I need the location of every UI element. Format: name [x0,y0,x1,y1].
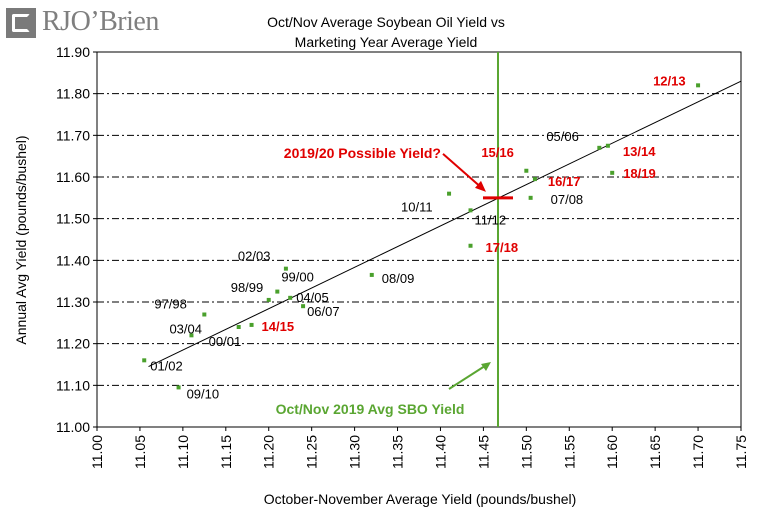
point-label: 16/17 [548,174,581,189]
x-tick-label: 11.60 [604,435,620,469]
y-tick-label: 11.20 [56,336,90,352]
data-point [249,322,254,327]
point-label: 14/15 [262,319,295,334]
chart-title-line2: Marketing Year Average Yield [295,34,478,50]
point-label: 06/07 [307,304,340,319]
data-point [369,272,374,277]
x-tick-label: 11.10 [175,435,191,469]
x-tick-label: 11.55 [561,435,577,469]
x-tick-label: 11.20 [261,435,277,469]
point-label: 10/11 [401,200,433,215]
x-tick-label: 11.50 [518,435,534,469]
point-label: 04/05 [296,290,329,305]
data-point [610,170,615,175]
possible-yield-arrow-line [442,153,485,191]
point-label: 12/13 [653,73,686,88]
data-point [176,385,181,390]
point-label: 09/10 [187,386,220,401]
x-tick-label: 11.15 [218,435,234,469]
plot-area [96,51,742,428]
data-point [524,168,529,173]
oct-nov-2019-label: Oct/Nov 2019 Avg SBO Yield [276,401,465,417]
point-label: 13/14 [623,144,656,159]
x-tick-label: 11.00 [89,435,105,469]
x-tick-label: 11.70 [690,435,706,469]
data-point [266,297,271,302]
point-label: 17/18 [486,240,519,255]
data-point [275,289,280,294]
point-label: 07/08 [551,192,584,207]
data-point [447,191,452,196]
y-tick-label: 11.50 [56,211,90,227]
x-tick-label: 11.75 [733,435,749,469]
data-point [468,208,473,213]
data-point [605,143,610,148]
data-point [532,177,537,182]
vertical-marker-arrow-line [448,363,489,390]
y-tick-label: 11.60 [56,169,90,185]
point-label: 97/98 [154,297,187,312]
x-axis-label: October-November Average Yield (pounds/b… [264,491,577,507]
y-tick-label: 11.00 [56,419,90,435]
point-label: 11/12 [475,212,507,227]
point-label: 99/00 [281,270,314,285]
company-logo: RJO’Brien [6,6,159,44]
data-point [301,304,306,309]
point-label: 01/02 [150,358,183,373]
point-label: 00/01 [209,334,242,349]
x-tick-label: 11.65 [647,435,663,469]
y-tick-label: 11.10 [56,377,90,393]
data-point [597,145,602,150]
arrow-head-icon [480,362,491,371]
y-axis-label: Annual Avg Yield (pounds/bushel) [13,135,29,344]
trendline [148,80,742,368]
data-point [236,325,241,329]
point-label: 08/09 [382,271,415,286]
data-point [189,333,194,338]
y-tick-label: 11.30 [56,294,90,310]
x-tick-label: 11.30 [347,435,363,469]
data-point [696,83,701,88]
x-tick-label: 11.40 [432,435,448,469]
y-tick-label: 11.90 [56,44,90,60]
x-tick-label: 11.05 [132,435,148,469]
logo-mark-icon [6,8,36,38]
data-point [288,295,293,300]
data-point [142,358,147,363]
point-label: 03/04 [169,321,202,336]
point-label: 18/19 [623,166,656,181]
y-tick-label: 11.80 [56,86,90,102]
point-label: 05/06 [546,129,579,144]
point-label: 02/03 [238,249,271,264]
arrow-head-icon [474,180,486,192]
point-label: 15/16 [481,145,514,160]
data-point [468,243,473,248]
data-point [283,266,288,271]
possible-yield-label: 2019/20 Possible Yield? [284,145,441,161]
x-tick-label: 11.25 [304,435,320,469]
chart-title-line1: Oct/Nov Average Soybean Oil Yield vs [267,14,505,30]
data-point [202,312,207,317]
logo-wordmark: RJO’Brien [42,6,159,37]
x-tick-label: 11.45 [475,435,491,469]
data-point [528,195,533,200]
x-tick-label: 11.35 [390,435,406,469]
point-label: 98/99 [231,280,264,295]
y-tick-label: 11.40 [56,252,90,268]
y-tick-label: 11.70 [56,127,90,143]
